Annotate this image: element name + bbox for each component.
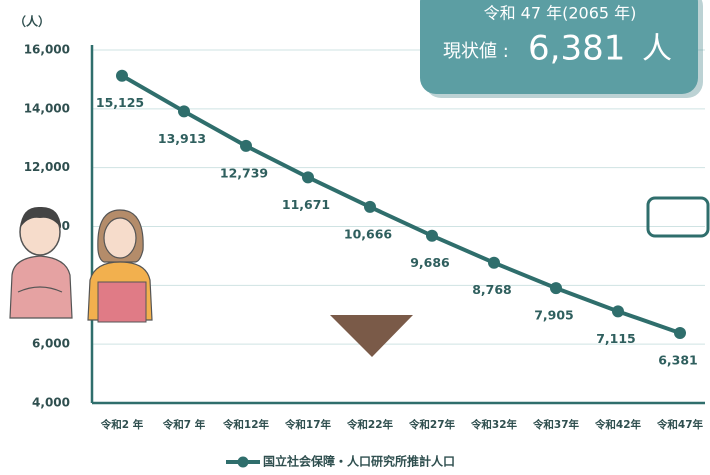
data-point: [302, 171, 314, 184]
callout-label: 現状値 :: [443, 41, 509, 62]
callout-period: 令和 47 年(2065 年): [484, 4, 637, 23]
legend-marker: [237, 456, 249, 468]
data-label: 10,666: [344, 226, 393, 241]
data-label: 13,913: [158, 131, 206, 146]
data-point: [674, 326, 686, 339]
y-tick-label: 4,000: [32, 396, 70, 410]
data-label: 15,125: [96, 95, 144, 110]
x-tick-label: 令和37年: [532, 418, 580, 431]
frame: [646, 196, 710, 238]
data-label: 9,686: [410, 255, 450, 270]
y-unit: （人）: [14, 14, 50, 29]
data-point: [178, 105, 190, 118]
x-tick-label: 令和12年: [222, 418, 270, 431]
data-point: [116, 69, 128, 82]
plot: 4,0006,0008,00010,00012,00014,00016,000令…: [24, 43, 705, 469]
data-point: [364, 200, 376, 213]
data-label: 11,671: [282, 197, 330, 212]
series-line: [121, 74, 681, 335]
x-tick-label: 令和17年: [284, 418, 332, 431]
x-tick-label: 令和22年: [346, 418, 394, 431]
x-tick-label: 令和47年: [656, 418, 704, 431]
callout: 令和 47 年(2065 年) 現状値 : 6,381 人: [420, 0, 703, 98]
x-tick-label: 令和42年: [594, 418, 642, 431]
data-label: 7,115: [596, 331, 636, 346]
x-tick-label: 令和7 年: [162, 418, 206, 431]
x-tick-label: 令和32年: [470, 418, 518, 431]
x-tick-label: 令和2 年: [100, 418, 144, 431]
callout-unit: 人: [642, 32, 672, 67]
man-illustration: [9, 206, 73, 319]
data-label: 6,381: [658, 352, 698, 367]
data-point: [488, 256, 500, 269]
data-point: [550, 282, 562, 295]
y-tick-label: 6,000: [32, 337, 70, 351]
data-point: [426, 229, 438, 242]
arrow-marker: [330, 315, 413, 357]
x-tick-label: 令和27年: [408, 418, 456, 431]
data-point: [612, 305, 624, 318]
y-tick-label: 12,000: [24, 160, 70, 174]
data-label: 7,905: [534, 308, 574, 323]
legend-label: 国立社会保障・人口研究所推計人口: [263, 454, 455, 469]
callout-value: 6,381: [528, 29, 625, 69]
data-label: 8,768: [472, 282, 512, 297]
y-tick-label: 14,000: [24, 101, 70, 115]
woman-illustration: [87, 209, 153, 323]
y-tick-label: 16,000: [24, 43, 70, 57]
data-point: [240, 139, 252, 152]
data-label: 12,739: [220, 165, 268, 180]
